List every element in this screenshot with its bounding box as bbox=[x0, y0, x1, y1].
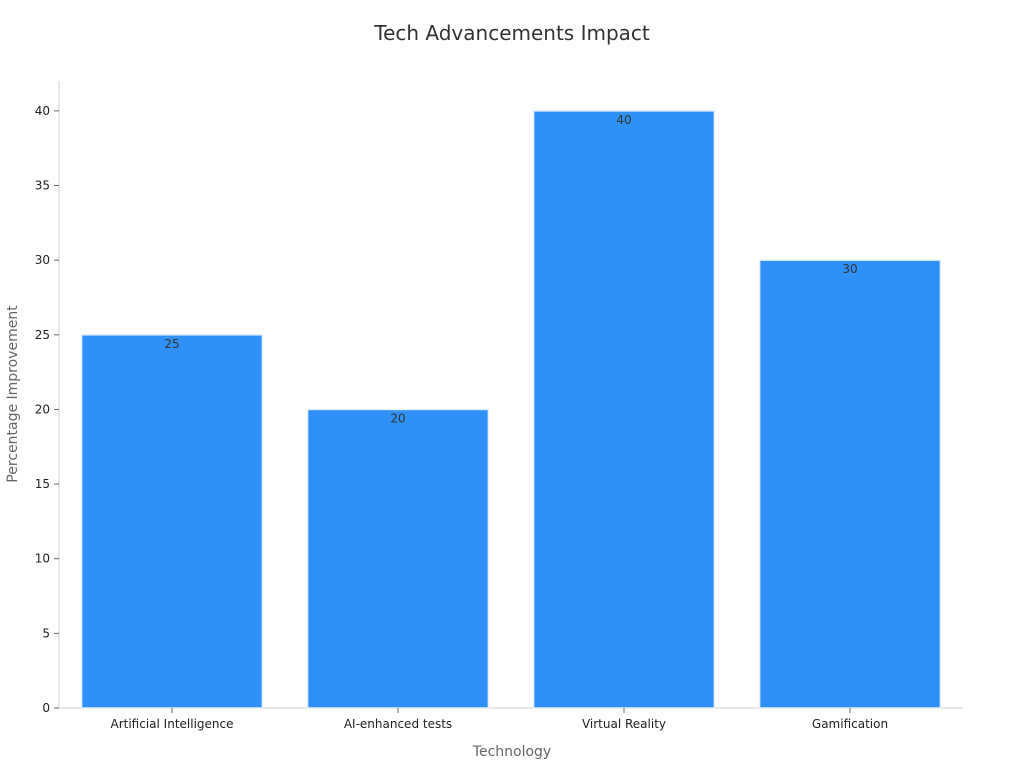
x-axis-label: Technology bbox=[472, 744, 551, 760]
bar bbox=[306, 408, 490, 709]
y-tick-label: 30 bbox=[35, 253, 50, 267]
data-label: 40 bbox=[616, 113, 631, 127]
x-tick-label: Gamification bbox=[812, 717, 888, 731]
plot-area: 0 5 10 15 20 25 30 35 40 25 Artificial Intelligenc… bbox=[35, 81, 963, 731]
y-tick-label: 40 bbox=[35, 104, 50, 118]
data-label: 30 bbox=[842, 262, 857, 276]
x-tick-label: Virtual Reality bbox=[582, 717, 666, 731]
y-tick-label: 35 bbox=[35, 179, 50, 193]
y-tick-label: 0 bbox=[42, 701, 50, 715]
x-tick-label: AI-enhanced tests bbox=[344, 717, 452, 731]
chart-title: Tech Advancements Impact bbox=[373, 21, 650, 45]
y-tick-label: 5 bbox=[42, 626, 50, 640]
x-tick-label: Artificial Intelligence bbox=[111, 717, 234, 731]
data-label: 25 bbox=[164, 337, 179, 351]
data-label: 20 bbox=[390, 411, 405, 425]
y-tick-label: 15 bbox=[35, 477, 50, 491]
bar bbox=[532, 110, 716, 709]
bar bbox=[80, 334, 264, 709]
y-tick-label: 25 bbox=[35, 328, 50, 342]
bar bbox=[758, 259, 942, 709]
y-tick-label: 20 bbox=[35, 402, 50, 416]
y-axis-label: Percentage Improvement bbox=[5, 305, 21, 483]
y-tick-label: 10 bbox=[35, 552, 50, 566]
